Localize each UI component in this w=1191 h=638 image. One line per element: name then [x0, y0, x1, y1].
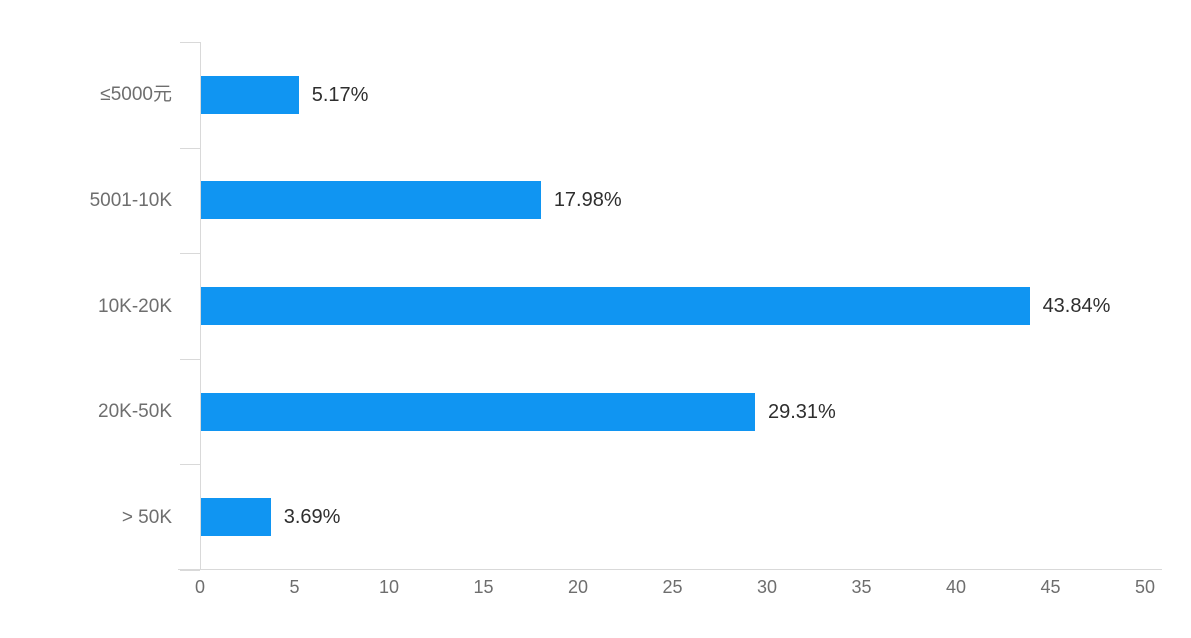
y-axis-tick [180, 253, 200, 255]
bar [201, 287, 1030, 325]
y-axis-tick [180, 358, 200, 360]
x-axis-tick-label: 15 [473, 577, 494, 597]
data-label: 43.84% [1042, 295, 1111, 317]
category-label: > 50K [121, 506, 172, 528]
x-axis-tick-label: 40 [945, 577, 967, 597]
y-axis-tick [180, 147, 200, 149]
data-label: 29.31% [767, 400, 836, 423]
category-label: 5001-10K [89, 189, 172, 211]
category-label: 20K-50K [98, 401, 172, 423]
y-axis-tick [180, 464, 200, 466]
x-axis-tick-label: 0 [194, 577, 206, 597]
bar [201, 75, 299, 114]
y-axis-tick [180, 42, 200, 43]
x-axis-line [178, 569, 1162, 570]
x-axis-tick-label: 5 [289, 577, 300, 597]
x-axis-tick-label: 50 [1134, 577, 1156, 597]
y-axis-tick [180, 570, 200, 571]
y-axis-line [200, 42, 201, 570]
x-axis-tick-label: 25 [662, 577, 683, 597]
category-label: 10K-20K [98, 295, 172, 317]
x-axis-tick-label: 45 [1040, 577, 1061, 597]
x-axis-tick-label: 30 [756, 577, 778, 597]
x-axis-tick-label: 35 [851, 577, 872, 597]
bar [201, 498, 271, 537]
x-axis-tick-label: 20 [567, 577, 589, 597]
category-label: ≤5000元 [100, 84, 172, 106]
x-axis-tick-label: 10 [378, 577, 400, 597]
data-label: 17.98% [553, 189, 622, 212]
data-label: 3.69% [283, 506, 341, 529]
bar [201, 392, 755, 431]
data-label: 5.17% [311, 83, 369, 106]
bar [201, 181, 541, 220]
